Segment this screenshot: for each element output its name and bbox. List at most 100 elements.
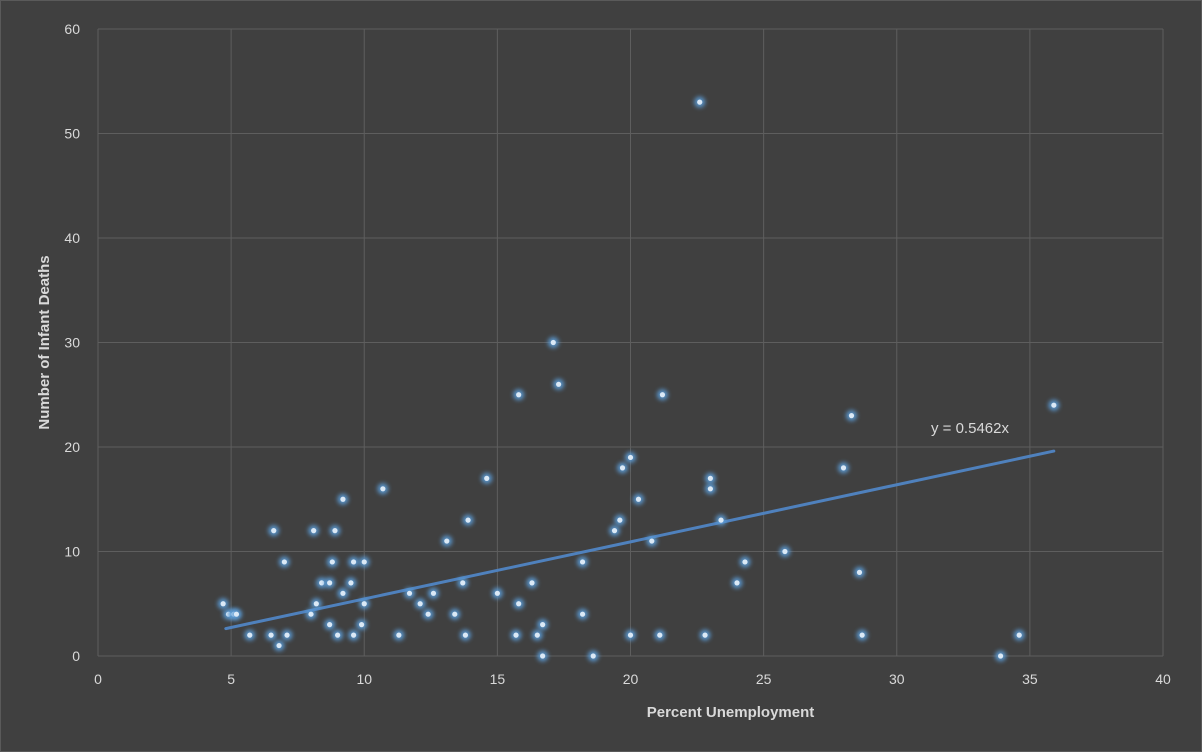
data-point-marker xyxy=(513,632,519,638)
data-point-marker xyxy=(332,528,338,534)
data-point-marker xyxy=(707,475,713,481)
y-tick-label: 50 xyxy=(64,126,80,142)
data-point xyxy=(995,650,1007,662)
data-point xyxy=(217,598,229,610)
data-point-marker xyxy=(550,339,556,346)
data-point xyxy=(337,587,349,599)
data-point-marker xyxy=(590,653,596,659)
data-point-marker xyxy=(1051,402,1057,408)
data-point xyxy=(278,556,290,568)
data-point xyxy=(265,629,277,641)
data-point-marker xyxy=(327,580,333,586)
trendline xyxy=(224,449,1056,631)
gridlines xyxy=(97,28,1164,657)
data-point xyxy=(779,546,791,557)
data-point-marker xyxy=(579,611,586,617)
data-point xyxy=(838,462,849,474)
data-point-marker xyxy=(220,601,226,607)
data-point xyxy=(526,577,538,589)
data-point xyxy=(377,483,389,495)
data-point-marker xyxy=(271,528,277,534)
data-point-marker xyxy=(840,465,847,471)
data-point xyxy=(537,619,549,631)
trendline-group xyxy=(224,449,1056,631)
data-point xyxy=(393,629,405,641)
data-point-marker xyxy=(718,517,724,523)
data-point-marker xyxy=(425,611,431,617)
data-point xyxy=(356,619,368,631)
data-point-marker xyxy=(516,601,522,607)
data-point-marker xyxy=(327,622,333,628)
y-tick-label: 40 xyxy=(64,230,80,246)
data-point xyxy=(332,629,344,641)
x-tick-label: 0 xyxy=(94,671,102,687)
data-point-marker xyxy=(361,559,367,565)
data-point xyxy=(704,483,716,495)
x-axis-title: Percent Unemployment xyxy=(647,704,815,721)
data-point xyxy=(547,337,559,348)
data-points xyxy=(217,96,1060,662)
data-point xyxy=(459,629,471,641)
data-point-marker xyxy=(460,580,466,586)
data-point xyxy=(656,389,668,401)
data-point-marker xyxy=(540,622,546,628)
data-point xyxy=(441,535,453,547)
data-point-marker xyxy=(619,465,626,471)
data-point xyxy=(513,389,525,401)
data-point xyxy=(625,629,636,641)
data-point-marker xyxy=(540,653,546,659)
y-tick-label: 20 xyxy=(64,439,80,455)
data-point xyxy=(462,514,474,526)
data-point-marker xyxy=(233,611,240,617)
data-point xyxy=(324,577,336,589)
data-point-marker xyxy=(484,475,490,481)
data-point-marker xyxy=(556,381,562,387)
data-point xyxy=(491,587,503,599)
data-point-marker xyxy=(579,559,586,565)
data-point-marker xyxy=(268,632,274,638)
data-point-marker xyxy=(529,580,535,586)
data-point-marker xyxy=(329,559,335,565)
data-point xyxy=(513,598,525,610)
y-tick-label: 0 xyxy=(72,648,80,664)
data-point-marker xyxy=(494,590,500,596)
data-point-marker xyxy=(276,642,282,649)
data-point xyxy=(308,525,320,537)
data-point-marker xyxy=(319,580,325,586)
x-tick-label: 40 xyxy=(1155,671,1171,687)
data-point-marker xyxy=(358,622,365,628)
data-point xyxy=(856,629,868,641)
data-point-marker xyxy=(430,590,437,596)
data-point-marker xyxy=(659,392,666,398)
data-point xyxy=(457,577,469,589)
data-point xyxy=(273,640,285,652)
data-point xyxy=(845,410,857,422)
data-point-marker xyxy=(649,538,655,544)
data-point-marker xyxy=(617,517,623,523)
data-point xyxy=(310,598,322,610)
data-point-marker xyxy=(516,392,522,398)
data-point-marker xyxy=(335,632,341,638)
data-point xyxy=(646,535,658,547)
tick-labels: 0 5 10 15 20 25 30 35 40 0 10 20 30 40 50 60 xyxy=(64,21,1171,687)
data-point xyxy=(654,629,666,641)
data-point-marker xyxy=(611,528,618,534)
y-tick-label: 10 xyxy=(64,544,80,560)
data-point-marker xyxy=(444,538,450,544)
data-point-marker xyxy=(534,632,540,638)
data-point xyxy=(577,556,589,568)
data-point-marker xyxy=(702,632,708,638)
y-tick-label: 30 xyxy=(64,335,80,351)
data-point-marker xyxy=(340,496,346,502)
data-point-marker xyxy=(462,632,469,638)
data-point xyxy=(244,629,256,641)
data-point xyxy=(324,619,336,631)
data-point-marker xyxy=(340,590,346,596)
data-point-marker xyxy=(742,559,748,565)
data-point-marker xyxy=(311,528,317,534)
data-point xyxy=(449,608,461,620)
data-point xyxy=(326,556,338,568)
data-point-marker xyxy=(284,632,290,638)
data-point xyxy=(537,650,549,662)
